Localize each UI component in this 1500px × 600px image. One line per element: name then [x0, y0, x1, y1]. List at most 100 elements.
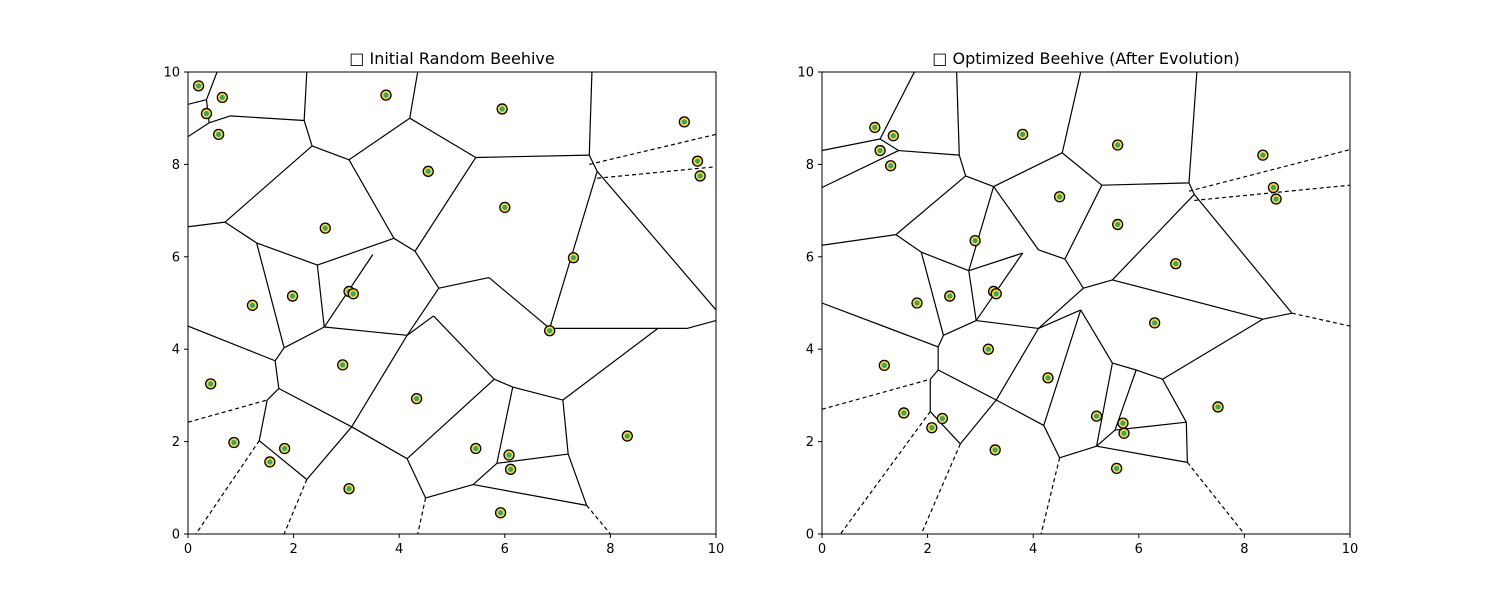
cell-site-point	[470, 442, 482, 455]
cell-site-point	[911, 297, 923, 309]
cell-site-point	[192, 80, 205, 92]
cell-site-point	[1212, 401, 1224, 413]
cell-site-point	[1270, 193, 1282, 205]
cell-site-point	[678, 116, 690, 128]
cell-edge	[937, 335, 944, 348]
cell-edge	[1262, 312, 1293, 320]
cell-site-point	[1257, 149, 1269, 161]
cell-edge	[879, 138, 899, 152]
cell-edge	[1064, 258, 1084, 289]
cell-site-point	[936, 412, 949, 425]
cell-site-point	[874, 144, 886, 157]
optimized-beehive-panel: □ Optimized Beehive (After Evolution) 0 2…	[797, 49, 1358, 557]
x-tick-label: 6	[1135, 542, 1143, 557]
cell-edge	[224, 221, 257, 244]
cell-site-point	[228, 436, 240, 449]
cell-edge	[1188, 182, 1195, 195]
cell-edge	[317, 237, 395, 266]
cell-edge	[567, 453, 588, 506]
cell-site-point	[1053, 191, 1066, 203]
cell-site-point	[926, 422, 938, 434]
open-cell-edge	[195, 440, 260, 534]
cell-site-point	[499, 201, 511, 214]
cell-site-point	[869, 121, 881, 134]
cell-edge	[1112, 362, 1137, 371]
y-tick-label: 6	[172, 250, 180, 265]
cell-site-point	[1112, 218, 1124, 231]
x-tick-label: 2	[289, 542, 297, 557]
cell-edge	[409, 72, 419, 119]
cell-site-point	[990, 288, 1002, 300]
cell-edge	[895, 234, 922, 253]
cell-edge	[562, 327, 659, 401]
cell-edge	[406, 315, 434, 336]
cell-edge	[1059, 445, 1097, 459]
cell-site-point	[278, 442, 291, 455]
cell-edge	[438, 277, 490, 289]
cell-site-point	[544, 325, 556, 337]
cell-edge	[1043, 309, 1082, 426]
cell-site-point	[1170, 258, 1182, 270]
x-tick-label: 2	[923, 542, 931, 557]
cell-edge	[406, 378, 495, 460]
y-tick-label: 0	[806, 528, 814, 543]
cell-sites	[869, 121, 1282, 475]
x-tick-label: 8	[606, 542, 614, 557]
cell-edge	[433, 315, 495, 380]
cell-edge	[1095, 362, 1113, 447]
cell-site-point	[1042, 372, 1054, 384]
cell-site-point	[246, 299, 259, 311]
cell-site-point	[694, 170, 706, 182]
cell-edge	[393, 237, 416, 252]
cell-edge	[1061, 152, 1103, 186]
x-tick-label: 8	[1240, 542, 1248, 557]
open-cell-edge	[920, 443, 961, 534]
cell-edge	[472, 462, 498, 486]
open-cell-edge	[188, 399, 268, 423]
cell-edge	[1061, 72, 1082, 153]
cell-edge	[475, 154, 590, 159]
cell-site-point	[343, 483, 355, 495]
cell-edge	[324, 326, 408, 336]
cell-edge	[920, 252, 945, 336]
cell-site-point	[691, 155, 704, 167]
cell-edge	[406, 287, 440, 336]
open-cell-edge	[586, 504, 611, 534]
cell-edge	[1096, 445, 1188, 463]
cell-site-point	[1118, 427, 1130, 439]
cell-edge	[993, 186, 1039, 251]
cell-edge	[1038, 249, 1066, 260]
cell-edge	[959, 399, 997, 445]
cell-site-point	[200, 107, 213, 120]
cell-edge	[1080, 309, 1113, 364]
cell-edge	[995, 399, 1045, 426]
cell-edge	[278, 387, 352, 428]
cell-edge	[1101, 182, 1189, 186]
cell-edge	[562, 399, 569, 455]
cell-site-point	[212, 128, 225, 141]
cell-site-point	[567, 252, 580, 264]
open-cell-edge	[1291, 312, 1350, 327]
voronoi-edges	[822, 72, 1350, 534]
cell-site-point	[422, 165, 434, 177]
axes-frame	[821, 71, 1351, 535]
cell-edge	[473, 483, 587, 506]
cell-edge	[956, 72, 960, 156]
cell-site-point	[898, 407, 910, 419]
cell-edge	[406, 458, 427, 499]
cell-edge	[496, 453, 569, 464]
cell-site-point	[989, 444, 1001, 456]
cell-site-point	[982, 343, 994, 355]
cell-site-point	[503, 449, 515, 461]
x-tick-label: 6	[501, 542, 509, 557]
open-cell-edge	[283, 479, 308, 534]
cell-site-point	[944, 290, 956, 302]
cell-edge	[588, 154, 598, 172]
cell-edge	[494, 378, 513, 388]
cell-site-point	[1016, 128, 1029, 141]
cell-edge	[303, 120, 313, 147]
cell-edge	[968, 252, 1023, 272]
cell-edge	[488, 277, 551, 329]
cell-site-point	[319, 222, 331, 234]
